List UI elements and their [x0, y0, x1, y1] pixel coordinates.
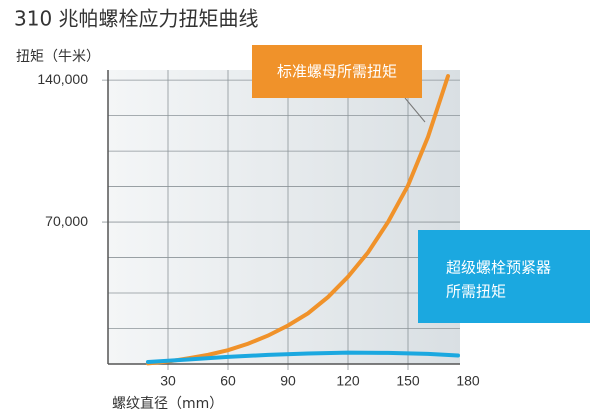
chart-title: 310 兆帕螺栓应力扭矩曲线 — [14, 7, 259, 31]
legend-label: 标准螺母所需扭矩 — [277, 63, 397, 81]
x-tick-label: 120 — [336, 373, 360, 389]
x-tick-label: 180 — [456, 373, 480, 389]
x-tick-label: 150 — [396, 373, 420, 389]
legend-box — [252, 45, 422, 98]
y-tick-label: 140,000 — [37, 71, 88, 87]
legend-label: 所需扭矩 — [446, 283, 506, 301]
series-line — [146, 74, 450, 366]
x-axis-label: 螺纹直径（mm） — [112, 395, 223, 412]
x-tick-label: 30 — [160, 373, 176, 389]
legend-label: 超级螺栓预紧器 — [446, 259, 551, 277]
series-line — [146, 350, 460, 364]
x-tick-label: 60 — [220, 373, 236, 389]
leader-line — [404, 97, 426, 123]
y-axis-label: 扭矩（牛米） — [16, 49, 100, 65]
x-tick-label: 90 — [280, 373, 296, 389]
legend-box — [418, 230, 590, 323]
y-tick-label: 70,000 — [45, 213, 88, 229]
plot-area — [108, 70, 460, 364]
